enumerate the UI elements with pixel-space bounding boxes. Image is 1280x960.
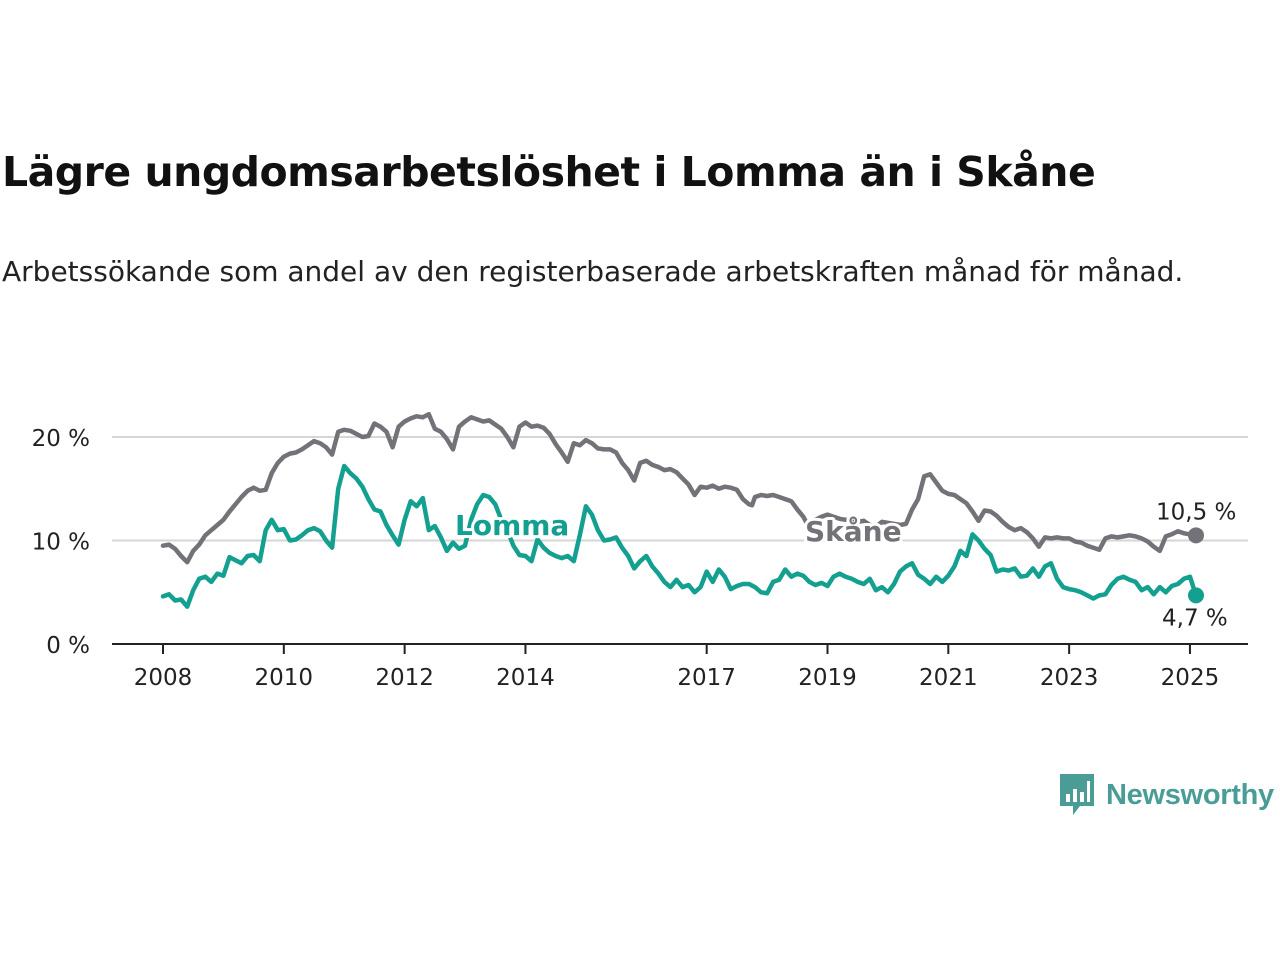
y-tick-label: 10 % (32, 530, 90, 556)
y-tick-label: 20 % (32, 426, 90, 452)
x-tick-label: 2012 (375, 665, 434, 691)
newsworthy-chart-icon (1060, 774, 1094, 815)
y-tick-label: 0 % (46, 633, 90, 659)
x-tick-label: 2014 (496, 665, 555, 691)
x-axis: 2008 2010 2012 2014 2017 2019 2021 2023 2025 (112, 643, 1248, 691)
series-name-label: Skåne (805, 515, 902, 548)
x-tick-label: 2008 (134, 665, 193, 691)
series-name-label: Lomma (455, 509, 569, 542)
series-labels: Skåne 10,5 % Lomma 4,7 % (452, 497, 1239, 634)
x-tick-label: 2019 (798, 665, 857, 691)
series-end-value-label: 10,5 % (1156, 499, 1236, 525)
series-end-point (1188, 587, 1204, 604)
x-tick-label: 2010 (255, 665, 314, 691)
chart-title: Lägre ungdomsarbetslöshet i Lomma än i S… (2, 148, 1096, 196)
series-end-point (1188, 527, 1204, 544)
y-axis: 0 % 10 % 20 % (32, 426, 90, 659)
x-tick-label: 2025 (1161, 665, 1220, 691)
series-lines (160, 411, 1204, 609)
chart-subtitle: Arbetssökande som andel av den registerb… (2, 255, 1184, 288)
line-chart: 2008 2010 2012 2014 2017 2019 2021 2023 2025 0 %… (32, 411, 1248, 691)
brand-name: Newsworthy (1106, 778, 1274, 811)
x-tick-label: 2021 (919, 665, 978, 691)
x-tick-label: 2023 (1040, 665, 1099, 691)
series-line-lomma (160, 463, 1199, 609)
series-end-value-label: 4,7 % (1162, 605, 1228, 631)
series-line-skne (160, 411, 1199, 565)
newsworthy-logo[interactable]: Newsworthy (1058, 772, 1274, 818)
grid-lines (112, 436, 1248, 542)
x-tick-label: 2017 (677, 665, 736, 691)
